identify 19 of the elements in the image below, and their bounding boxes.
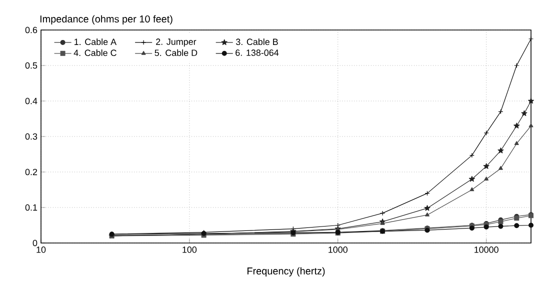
y-tick-label: 0.5: [25, 62, 38, 69]
y-tick-label: 0.4: [25, 98, 38, 104]
y-axis-title: Impedance (ohms per 10 feet): [40, 15, 172, 24]
y-tick-label: 0.1: [25, 204, 38, 211]
x-tick-label: 10: [36, 246, 46, 253]
legend-label: 4. Cable C: [74, 49, 116, 56]
y-tick-label: 0.3: [25, 133, 38, 140]
x-tick-label: 100: [182, 246, 197, 253]
y-tick-label: 0: [32, 240, 38, 246]
x-tick-label: 10000: [474, 246, 498, 253]
legend-label: 3. Cable B: [236, 38, 278, 46]
y-tick-label: 0.6: [25, 26, 38, 34]
x-tick-label: 1000: [328, 246, 348, 253]
legend-label: 6. 138-064: [236, 50, 279, 56]
legend-label: 5. Cable D: [154, 49, 198, 56]
y-tick-label: 0.2: [25, 168, 38, 176]
x-axis-title: Frequency (hertz): [248, 267, 325, 276]
legend-label: 2. Jumper: [156, 38, 196, 47]
legend-label: 1. Cable A: [74, 38, 117, 46]
